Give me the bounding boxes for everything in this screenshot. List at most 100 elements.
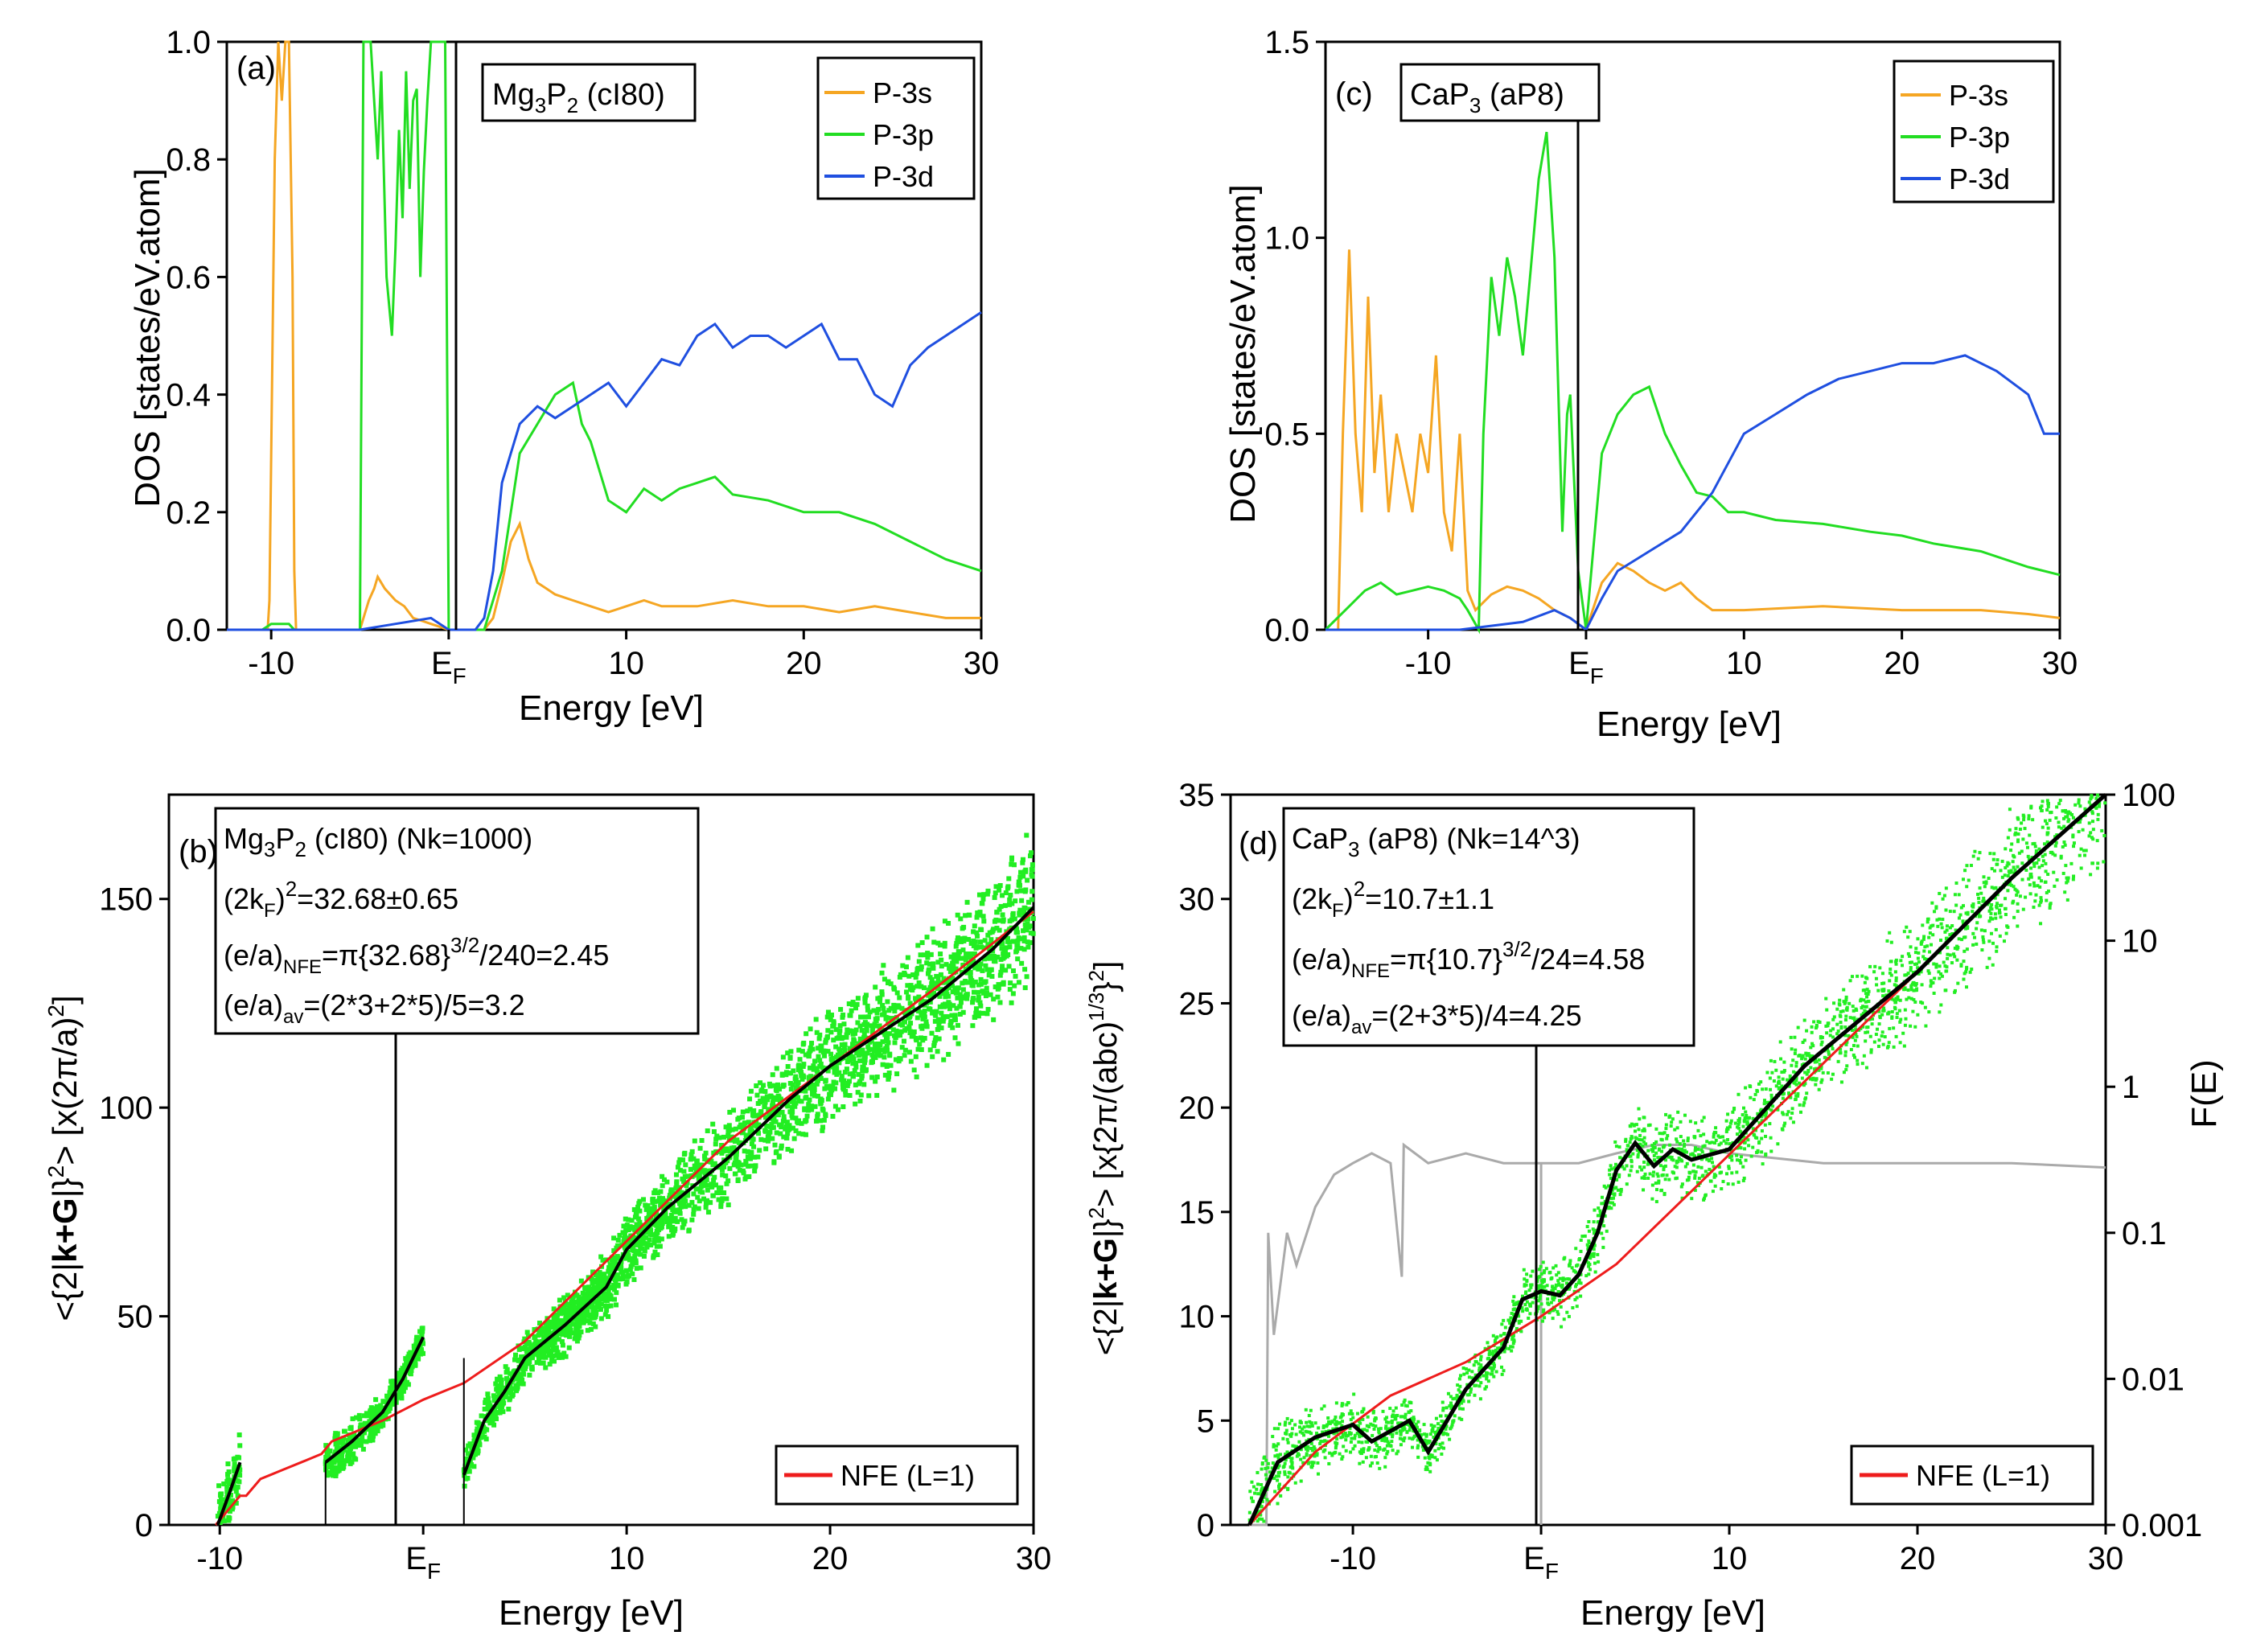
panel-d-point (1344, 1449, 1348, 1453)
panel-b-point (673, 1209, 679, 1214)
panel-d-point (1347, 1412, 1351, 1416)
panel-d-point (1938, 891, 1942, 895)
panel-d-point (2046, 802, 2050, 806)
panel-b-point (529, 1364, 535, 1370)
panel-d-point (1629, 1137, 1633, 1141)
panel-b-point (762, 1089, 768, 1095)
panel-d-point (1753, 1092, 1757, 1096)
panel-b-point (368, 1405, 374, 1411)
panel-d-point (1499, 1334, 1503, 1338)
panel-d-point (1453, 1396, 1457, 1400)
panel-d-point (1717, 1143, 1721, 1147)
panel-b-point (479, 1421, 484, 1427)
panel-b-point (830, 1114, 836, 1120)
panel-b-point (335, 1433, 340, 1439)
panel-d-point (1469, 1387, 1473, 1391)
panel-d-point (1355, 1412, 1359, 1416)
panel-b-point (1023, 887, 1029, 893)
panel-b-point (937, 1004, 943, 1009)
panel-b-point (964, 992, 970, 998)
panel-d-point (1401, 1428, 1405, 1432)
panel-d-point (1429, 1423, 1433, 1427)
panel-d-point (1552, 1296, 1556, 1300)
panel-d-point (1810, 1025, 1814, 1029)
panel-b-point (807, 1097, 812, 1103)
panel-d-point (1551, 1284, 1555, 1288)
panel-a-xtick-label: -10 (248, 646, 294, 681)
panel-d-point (1806, 1052, 1810, 1056)
panel-b-point (761, 1083, 766, 1088)
panel-b-point (413, 1354, 418, 1359)
panel-d-point (1632, 1124, 1636, 1128)
panel-b-point (775, 1082, 780, 1087)
panel-d-point (1362, 1407, 1366, 1412)
panel-b-point (894, 1033, 900, 1038)
panel-d-point (2063, 843, 2067, 847)
panel-b-point (691, 1191, 697, 1197)
panel-d-point (1916, 937, 1920, 941)
panel-b-point (913, 975, 919, 980)
panel-d-point (1878, 966, 1882, 970)
panel-b-average-line (324, 1336, 425, 1464)
panel-d-point (1313, 1454, 1317, 1458)
panel-d-point (2040, 804, 2044, 808)
panel-d-point (1727, 1165, 1731, 1169)
panel-b-point (991, 1017, 997, 1022)
panel-d-point (1538, 1296, 1542, 1300)
panel-b-point (1003, 968, 1009, 973)
panel-b-point (961, 939, 967, 944)
panel-b-point (1019, 960, 1025, 966)
panel-b-point (381, 1412, 387, 1418)
panel-d-point (1654, 1151, 1658, 1155)
panel-b-point (758, 1080, 763, 1086)
panel-b-point (771, 1160, 777, 1165)
panel-b-point (405, 1379, 410, 1385)
panel-b-point (663, 1202, 668, 1208)
panel-d-point (1698, 1153, 1702, 1157)
panel-b-point (989, 973, 995, 979)
panel-b-point (825, 1009, 831, 1015)
panel-b-point (639, 1246, 645, 1251)
panel-d-point (1301, 1431, 1305, 1435)
panel-d-point (1525, 1300, 1529, 1304)
panel-b-point (237, 1443, 243, 1449)
panel-b-point (894, 990, 900, 996)
panel-d-point (1909, 966, 1913, 970)
panel-d-point (2032, 905, 2036, 909)
panel-b-point (765, 1134, 771, 1140)
panel-d-point (1661, 1173, 1665, 1177)
panel-b-point (862, 995, 868, 1001)
panel-b-point (551, 1306, 557, 1312)
panel-b-point (554, 1336, 560, 1342)
panel-b-point (729, 1134, 734, 1140)
panel-b-point (557, 1297, 562, 1303)
panel-d-point (1436, 1422, 1440, 1426)
panel-b-point (1015, 938, 1021, 943)
panel-b-point (762, 1099, 768, 1105)
panel-b-point (602, 1312, 608, 1317)
panel-b-point (803, 1088, 808, 1094)
panel-b-point (664, 1215, 670, 1221)
panel-b-point (226, 1469, 232, 1474)
panel-d-point (1467, 1375, 1471, 1379)
panel-d-point (1679, 1135, 1683, 1139)
panel-d-point (1836, 1059, 1840, 1063)
panel-b-point (844, 1034, 849, 1040)
panel-b-ytick-label: 150 (99, 882, 153, 918)
panel-d-point (1253, 1491, 1257, 1495)
panel-b-point (582, 1302, 588, 1308)
panel-b-point (689, 1199, 695, 1205)
panel-b-point (996, 982, 1001, 988)
panel-d-point (1889, 973, 1893, 977)
panel-d-point (1259, 1513, 1263, 1517)
panel-d-point (1894, 962, 1898, 966)
panel-b-point (688, 1166, 694, 1172)
panel-d-point (1960, 938, 1964, 942)
panel-b-point (905, 983, 910, 988)
panel-d-point (1330, 1420, 1334, 1424)
panel-d-point (1276, 1478, 1280, 1482)
panel-b-point (894, 1071, 900, 1077)
panel-b-point (342, 1428, 347, 1434)
panel-b-point (480, 1428, 486, 1434)
panel-b-point (991, 927, 997, 932)
